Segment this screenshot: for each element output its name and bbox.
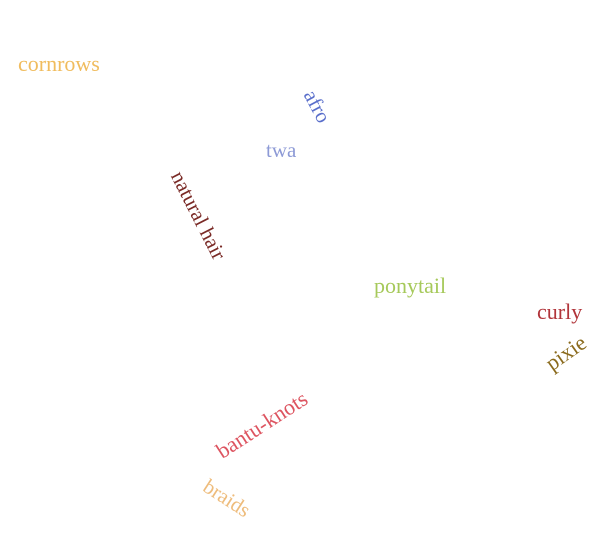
word-pixie: pixie: [540, 329, 591, 376]
word-braids: braids: [198, 474, 255, 523]
word-afro: afro: [298, 85, 336, 127]
word-natural-hair: natural hair: [166, 166, 232, 264]
word-curly: curly: [537, 299, 583, 324]
word-cornrows: cornrows: [18, 51, 100, 76]
word-ponytail: ponytail: [374, 273, 447, 298]
word-bantu-knots: bantu-knots: [211, 385, 313, 464]
word-twa: twa: [266, 138, 297, 162]
